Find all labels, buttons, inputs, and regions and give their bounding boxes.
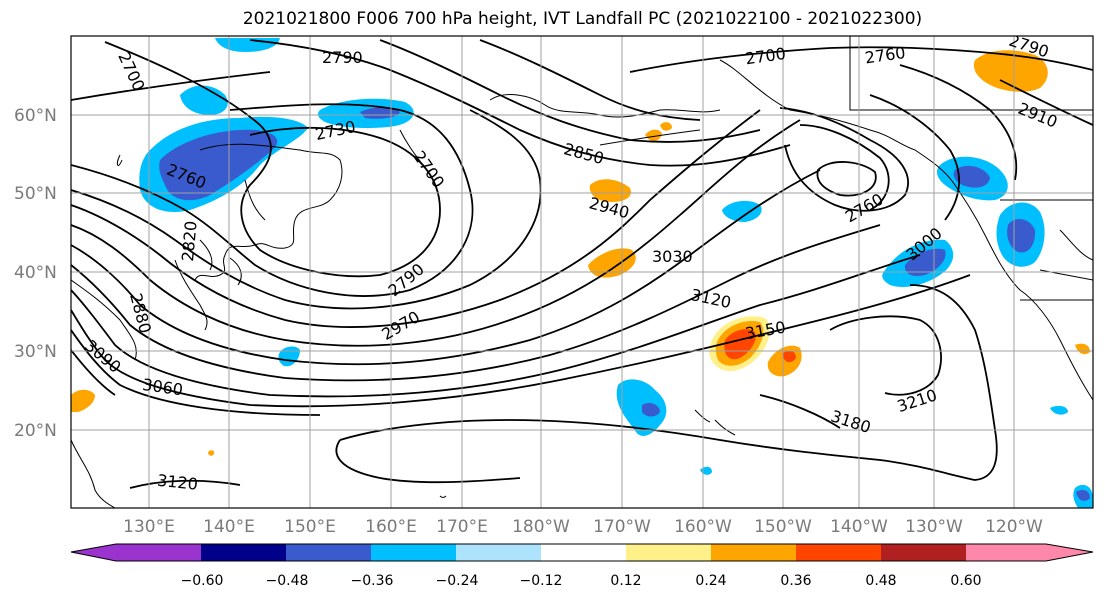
colorbar-segment [881, 544, 967, 561]
lat-label: 40°N [14, 263, 57, 283]
colorbar-segment [116, 544, 202, 561]
colorbar-segment [201, 544, 287, 561]
lon-label: 170°W [593, 517, 651, 537]
lon-label: 140°E [203, 517, 255, 537]
lon-label: 150°W [754, 517, 812, 537]
contour-label: 2790 [322, 48, 363, 67]
colorbar-tick-label: −0.36 [351, 573, 394, 589]
lat-label: 20°N [14, 421, 57, 441]
colorbar-tick-label: 0.12 [610, 573, 641, 589]
latitude-labels: 60°N 50°N 40°N 30°N 20°N [14, 106, 57, 441]
lon-label: 140°W [830, 517, 888, 537]
graticule [71, 36, 1093, 508]
colorbar-tick-label: −0.24 [436, 573, 479, 589]
lat-label: 50°N [14, 184, 57, 204]
colorbar-segment [371, 544, 457, 561]
colorbar-segment [626, 544, 712, 561]
colorbar-tick-label: −0.48 [266, 573, 309, 589]
lon-label: 150°E [284, 517, 336, 537]
colorbar-segment [966, 544, 1047, 561]
map-frame [70, 35, 1094, 509]
lon-label: 160°E [365, 517, 417, 537]
colorbar-segment [711, 544, 797, 561]
lon-label: 180°W [512, 517, 570, 537]
colorbar-segment [456, 544, 542, 561]
colorbar-segment [1046, 544, 1093, 561]
lon-label: 130°E [123, 517, 175, 537]
ivt-positive-shading [71, 50, 1090, 456]
colorbar-segment [286, 544, 372, 561]
colorbar-segment [541, 544, 627, 561]
lat-label: 30°N [14, 342, 57, 362]
colorbar-segment [71, 544, 117, 561]
height-contours [71, 39, 1093, 489]
colorbar-ticks: −0.60 −0.48 −0.36 −0.24 −0.12 0.12 0.24 … [181, 573, 982, 589]
contour-label: 3120 [156, 471, 198, 494]
longitude-labels: 130°E 140°E 150°E 160°E 170°E 180°W 170°… [123, 517, 1043, 537]
colorbar-tick-label: 0.24 [695, 573, 726, 589]
colorbar-tick-label: −0.60 [181, 573, 224, 589]
contour-label: 3030 [652, 247, 693, 266]
lon-label: 130°W [905, 517, 963, 537]
colorbar: −0.60 −0.48 −0.36 −0.24 −0.12 0.12 0.24 … [70, 543, 1094, 589]
colorbar-tick-label: 0.36 [780, 573, 811, 589]
contour-label: 2820 [178, 220, 200, 262]
colorbar-outline [70, 543, 1094, 562]
colorbar-tick-label: −0.12 [520, 573, 563, 589]
colorbar-tick-label: 0.60 [950, 573, 981, 589]
lon-label: 120°W [985, 517, 1043, 537]
ivt-negative-shading [139, 38, 1093, 508]
lon-label: 160°W [674, 517, 732, 537]
colorbar-tick-label: 0.48 [865, 573, 896, 589]
colorbar-segment [796, 544, 882, 561]
lon-label: 170°E [436, 517, 488, 537]
figure-title: 2021021800 F006 700 hPa height, IVT Land… [242, 9, 923, 29]
lat-label: 60°N [14, 106, 57, 126]
